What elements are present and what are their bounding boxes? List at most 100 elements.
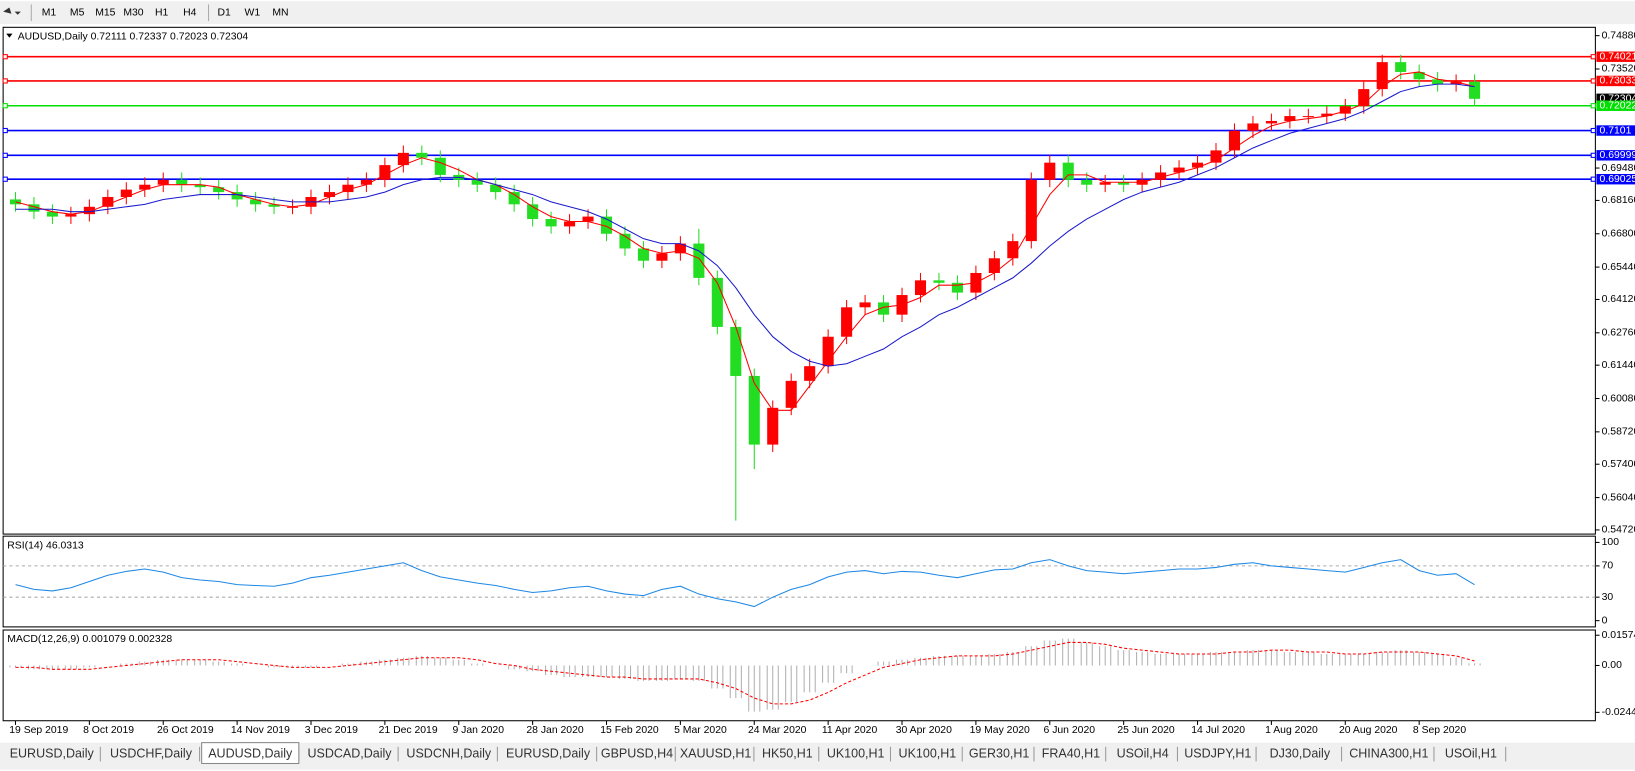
level-handle <box>1590 176 1596 182</box>
tab[interactable]: USDCAD,Daily <box>300 744 399 763</box>
tab-label[interactable]: USOil,H1 <box>1445 746 1497 760</box>
level-handle <box>2 103 8 109</box>
level-handle <box>2 176 8 182</box>
timeframe-button[interactable]: MN <box>272 7 288 18</box>
candle-body <box>1210 150 1222 163</box>
tab-label[interactable]: UK100,H1 <box>899 746 957 760</box>
tab-background[interactable] <box>964 744 1034 763</box>
candle-body <box>1173 167 1185 173</box>
timeframe-button[interactable]: H4 <box>183 7 197 18</box>
tab[interactable]: EURUSD,Daily <box>3 744 101 763</box>
tab-label[interactable]: USDCAD,Daily <box>307 746 392 760</box>
tab-label[interactable]: CHINA300,H1 <box>1349 746 1428 760</box>
tab-label[interactable]: FRA40,H1 <box>1042 746 1100 760</box>
tab-background[interactable] <box>102 744 200 763</box>
tab-background[interactable] <box>677 744 754 763</box>
candle-body <box>564 221 576 227</box>
timeframe-group: M1 M5 M15 M30 H1 H4 D1 W1 MN <box>42 4 289 22</box>
timeframe-label[interactable]: W1 <box>245 7 261 18</box>
level-price-label: 0.74021 <box>1600 51 1635 62</box>
tab-label[interactable]: AUDUSD,Daily <box>208 746 293 760</box>
tab-label[interactable]: GBPUSD,H4 <box>601 746 673 760</box>
moving-average <box>15 83 1475 367</box>
timeframe-button[interactable]: M5 <box>70 7 85 18</box>
candle-body <box>28 204 40 212</box>
tab-label[interactable]: USDCHF,Daily <box>110 746 193 760</box>
tab-label[interactable]: USOil,H4 <box>1117 746 1169 760</box>
y-tick-label: 30 <box>1602 592 1614 603</box>
tab-background[interactable] <box>400 744 498 763</box>
tab[interactable]: XAUUSD,H1 <box>677 744 755 763</box>
timeframe-button[interactable]: H1 <box>155 7 169 18</box>
timeframe-label[interactable]: H4 <box>183 7 197 18</box>
toolbar <box>0 1 1635 25</box>
tab[interactable]: EURUSD,Daily <box>499 744 598 763</box>
tab-background[interactable] <box>1179 744 1257 763</box>
x-tick-label: 11 Apr 2020 <box>822 725 878 736</box>
tab-background[interactable] <box>1436 744 1506 763</box>
timeframe-label[interactable]: M15 <box>95 7 115 18</box>
timeframe-button[interactable]: W1 <box>245 7 261 18</box>
timeframe-label[interactable]: M1 <box>42 7 57 18</box>
tab[interactable]: CHINA300,H1 <box>1343 744 1435 763</box>
level-handle <box>2 152 8 158</box>
tab-background[interactable] <box>1107 744 1178 763</box>
level-price-box <box>1596 173 1635 185</box>
timeframe-label[interactable]: D1 <box>218 7 232 18</box>
tab-label[interactable]: UK100,H1 <box>827 746 885 760</box>
tab-background[interactable] <box>598 744 676 763</box>
x-tick-label: 15 Feb 2020 <box>600 725 659 736</box>
tab-label[interactable]: XAUUSD,H1 <box>680 746 752 760</box>
last-price-label: 0.72304 <box>1600 94 1635 105</box>
tab-background[interactable] <box>1036 744 1106 763</box>
tab[interactable]: UK100,H1 <box>820 744 892 763</box>
tab[interactable]: AUDUSD,Daily <box>201 742 300 765</box>
tab[interactable]: DJ30,Daily <box>1258 744 1343 763</box>
tab[interactable]: USDCNH,Daily <box>400 744 498 763</box>
tab-background[interactable] <box>892 744 963 763</box>
candle-body <box>1302 116 1314 118</box>
tab[interactable]: USOil,H4 <box>1107 744 1178 763</box>
tab[interactable]: USOil,H1 <box>1436 744 1507 763</box>
tab-background[interactable] <box>755 744 819 763</box>
timeframe-button[interactable]: D1 <box>218 7 232 18</box>
tab-label[interactable]: GER30,H1 <box>969 746 1029 760</box>
cursor-tool[interactable] <box>3 7 21 15</box>
candle-body <box>1265 120 1277 124</box>
timeframe-button[interactable]: M1 <box>42 7 57 18</box>
candle-body <box>157 179 169 185</box>
candle-body <box>1395 62 1407 72</box>
tab-background[interactable] <box>499 744 597 763</box>
tab-background[interactable] <box>1343 744 1434 763</box>
timeframe-label[interactable]: M30 <box>123 7 143 18</box>
tab[interactable]: USDJPY,H1 <box>1179 744 1257 763</box>
timeframe-label[interactable]: MN <box>272 7 288 18</box>
tab[interactable]: GER30,H1 <box>964 744 1035 763</box>
candle-body <box>213 187 225 193</box>
timeframe-label[interactable]: M5 <box>70 7 85 18</box>
timeframe-button[interactable]: M30 <box>123 7 143 18</box>
tab-background[interactable] <box>3 744 101 763</box>
tab-background[interactable] <box>300 744 399 763</box>
timeframe-button[interactable]: M15 <box>95 7 115 18</box>
candle-body <box>416 152 428 158</box>
tab[interactable]: GBPUSD,H4 <box>598 744 676 763</box>
tab-label[interactable]: EURUSD,Daily <box>506 746 591 760</box>
tab[interactable]: USDCHF,Daily <box>102 744 201 763</box>
tab-label[interactable]: DJ30,Daily <box>1270 746 1331 760</box>
timeframe-label[interactable]: H1 <box>155 7 169 18</box>
tab-label[interactable]: HK50,H1 <box>762 746 813 760</box>
tab[interactable]: HK50,H1 <box>755 744 820 763</box>
tab-label[interactable]: USDJPY,H1 <box>1184 746 1251 760</box>
tab[interactable]: FRA40,H1 <box>1036 744 1107 763</box>
x-tick-label: 21 Dec 2019 <box>379 725 438 736</box>
tab-background[interactable] <box>1258 744 1342 763</box>
candle-body <box>988 258 1000 273</box>
tab-label[interactable]: USDCNH,Daily <box>406 746 491 760</box>
tab-label[interactable]: EURUSD,Daily <box>10 746 95 760</box>
tab-background[interactable] <box>820 744 891 763</box>
tab[interactable]: UK100,H1 <box>892 744 963 763</box>
